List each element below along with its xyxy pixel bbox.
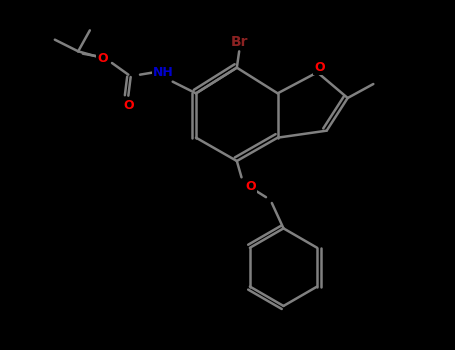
Text: O: O (314, 61, 325, 74)
Text: O: O (246, 180, 256, 193)
Text: Br: Br (230, 35, 248, 49)
Text: NH: NH (153, 66, 174, 79)
Text: O: O (123, 98, 134, 112)
Text: O: O (97, 52, 108, 65)
